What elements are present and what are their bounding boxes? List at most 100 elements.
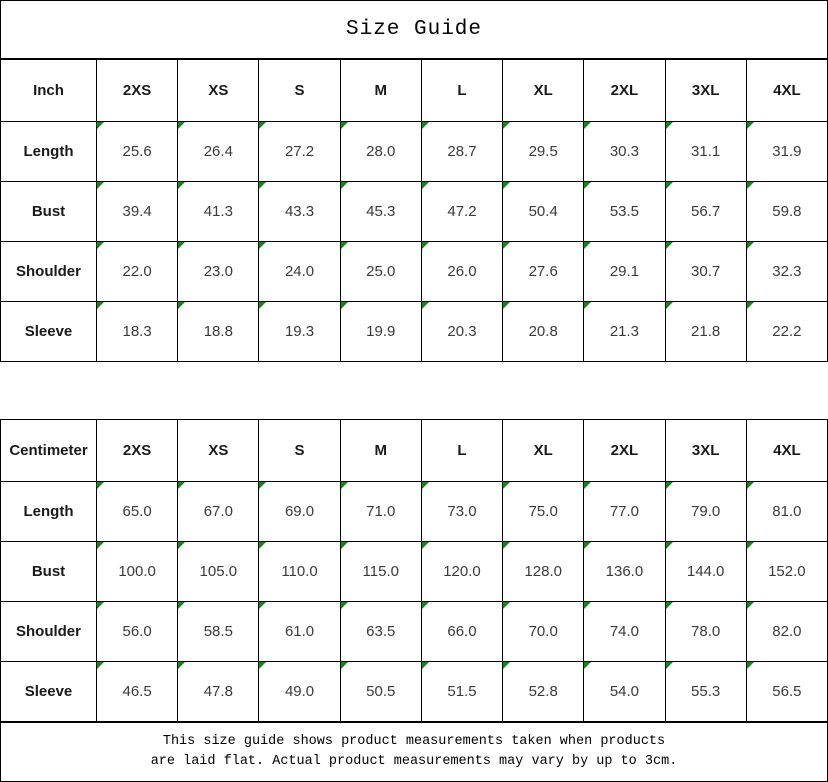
green-corner-marker-icon (503, 542, 511, 549)
measurement-value-cell: 29.5 (502, 121, 585, 182)
measurement-value-text: 81.0 (772, 503, 802, 520)
measurement-value-cell: 20.8 (502, 301, 585, 362)
measurement-value-text: 63.5 (366, 623, 396, 640)
measurement-value-text: 22.0 (122, 263, 152, 280)
measurement-value-text: 47.8 (203, 683, 233, 700)
footer-note-line1: This size guide shows product measuremen… (162, 733, 666, 749)
measurement-value-text: 27.2 (284, 143, 315, 160)
measurement-row-label: Length (0, 481, 97, 542)
green-corner-marker-icon (259, 602, 267, 609)
green-corner-marker-icon (584, 122, 592, 129)
measurement-value-text: 78.0 (691, 623, 721, 640)
measurement-value-cell: 25.0 (339, 241, 422, 302)
measurement-value-cell: 20.3 (420, 301, 504, 362)
measurement-row: Shoulder 22.0 23.0 24.0 25.0 26.0 27.6 29.1 30.7… (0, 241, 828, 302)
measurement-value-text: 22.2 (772, 323, 802, 340)
measurement-row-label: Sleeve (0, 661, 97, 722)
measurement-value-text: 49.0 (284, 683, 315, 700)
green-corner-marker-icon (178, 302, 186, 309)
measurement-value-cell: 45.3 (339, 181, 422, 242)
size-column-header: M (339, 419, 422, 482)
green-corner-marker-icon (341, 302, 348, 309)
measurement-value-text: 31.9 (772, 143, 802, 160)
measurement-value-cell: 21.3 (583, 301, 666, 362)
measurement-value-text: 58.5 (203, 623, 233, 640)
green-corner-marker-icon (747, 182, 754, 189)
green-corner-marker-icon (259, 122, 267, 129)
unit-header-cell: Inch (0, 59, 97, 122)
measurement-value-cell: 82.0 (745, 601, 828, 662)
measurement-value-cell: 61.0 (258, 601, 341, 662)
measurement-row-label: Length (0, 121, 97, 182)
centimeter-size-table: Centimeter 2XS XS S M L XL 2XL 3XL 4XL Length 65.0 6… (0, 419, 828, 722)
measurement-value-cell: 43.3 (258, 181, 341, 242)
measurement-value-text: 69.0 (284, 503, 315, 520)
measurement-row: Bust 39.4 41.3 43.3 45.3 47.2 50.4 53.5 56.7 59.8 (0, 181, 828, 242)
size-column-header: 2XS (95, 419, 179, 482)
measurement-value-cell: 56.0 (95, 601, 179, 662)
green-corner-marker-icon (503, 122, 511, 129)
measurement-value-cell: 31.1 (664, 121, 747, 182)
size-column-header: XL (502, 59, 585, 122)
measurement-value-cell: 110.0 (258, 541, 341, 602)
measurement-value-cell: 71.0 (339, 481, 422, 542)
green-corner-marker-icon (341, 542, 348, 549)
size-header-row: Inch 2XS XS S M L XL 2XL 3XL 4XL (0, 59, 828, 122)
table-gap-spacer (0, 362, 828, 419)
footer-note: This size guide shows product measuremen… (0, 722, 828, 782)
measurement-value-text: 73.0 (447, 503, 477, 520)
measurement-value-cell: 26.0 (420, 241, 504, 302)
green-corner-marker-icon (178, 542, 186, 549)
measurement-value-cell: 54.0 (583, 661, 666, 722)
green-corner-marker-icon (341, 122, 348, 129)
measurement-row-label: Bust (0, 181, 97, 242)
green-corner-marker-icon (97, 662, 104, 669)
green-corner-marker-icon (666, 242, 673, 249)
measurement-row: Shoulder 56.0 58.5 61.0 63.5 66.0 70.0 74.0 78.0… (0, 601, 828, 662)
unit-header-cell: Centimeter (0, 419, 97, 482)
measurement-value-text: 25.0 (366, 263, 396, 280)
size-column-header: S (258, 419, 341, 482)
measurement-value-cell: 28.0 (339, 121, 422, 182)
measurement-row: Sleeve 18.3 18.8 19.3 19.9 20.3 20.8 21.3 21.8 22… (0, 301, 828, 362)
measurement-value-cell: 55.3 (664, 661, 747, 722)
measurement-value-text: 75.0 (528, 503, 558, 520)
green-corner-marker-icon (747, 242, 754, 249)
measurement-value-text: 28.0 (366, 143, 396, 160)
green-corner-marker-icon (503, 602, 511, 609)
measurement-value-cell: 128.0 (502, 541, 585, 602)
green-corner-marker-icon (503, 242, 511, 249)
measurement-value-cell: 152.0 (745, 541, 828, 602)
measurement-value-text: 56.5 (772, 683, 802, 700)
measurement-value-cell: 120.0 (420, 541, 504, 602)
measurement-value-text: 56.0 (122, 623, 152, 640)
measurement-value-cell: 56.5 (745, 661, 828, 722)
measurement-value-cell: 24.0 (258, 241, 341, 302)
size-column-header: 2XL (583, 59, 666, 122)
size-column-header: 4XL (745, 59, 828, 122)
green-corner-marker-icon (97, 182, 104, 189)
measurement-value-cell: 18.8 (177, 301, 260, 362)
measurement-value-cell: 47.8 (177, 661, 260, 722)
green-corner-marker-icon (341, 482, 348, 489)
green-corner-marker-icon (666, 482, 673, 489)
measurement-value-text: 30.7 (691, 263, 721, 280)
green-corner-marker-icon (422, 242, 429, 249)
footer-note-line2: are laid flat. Actual product measuremen… (150, 754, 678, 769)
page-title-text: Size Guide (345, 18, 483, 41)
measurement-row-label: Sleeve (0, 301, 97, 362)
green-corner-marker-icon (259, 302, 267, 309)
measurement-value-cell: 18.3 (95, 301, 179, 362)
measurement-value-text: 61.0 (284, 623, 315, 640)
measurement-value-text: 66.0 (447, 623, 477, 640)
measurement-value-cell: 31.9 (745, 121, 828, 182)
green-corner-marker-icon (584, 602, 592, 609)
measurement-value-text: 18.8 (203, 323, 233, 340)
measurement-value-cell: 50.4 (502, 181, 585, 242)
measurement-value-cell: 27.6 (502, 241, 585, 302)
measurement-value-text: 41.3 (203, 203, 233, 220)
green-corner-marker-icon (97, 482, 104, 489)
size-column-header: XS (177, 419, 260, 482)
green-corner-marker-icon (666, 662, 673, 669)
measurement-value-text: 77.0 (609, 503, 640, 520)
